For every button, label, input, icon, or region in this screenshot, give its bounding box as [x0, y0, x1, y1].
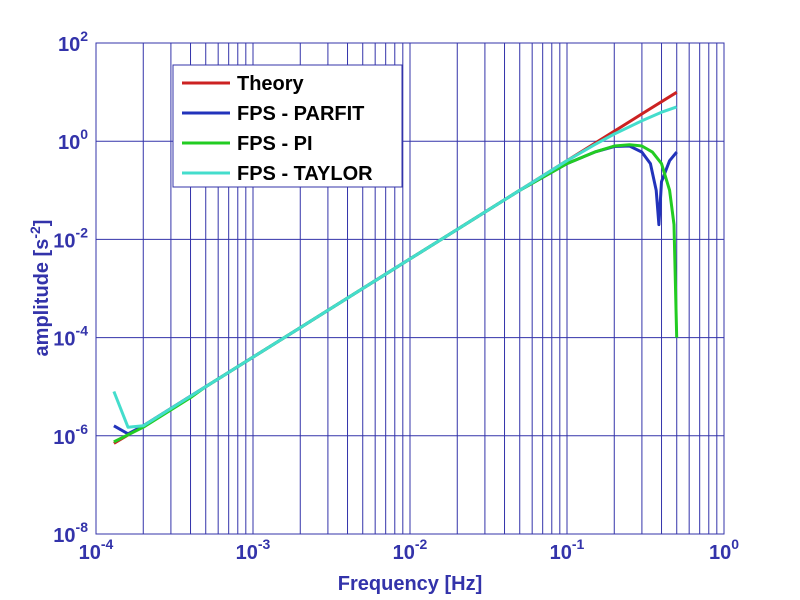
y-tick-exponent: -4: [76, 323, 89, 339]
y-axis-label-exponent: -2: [27, 226, 43, 239]
legend-label: FPS - TAYLOR: [237, 163, 373, 185]
y-tick-label: 10-8: [53, 519, 88, 547]
x-tick-label: 100: [709, 536, 739, 564]
legend-label: Theory: [237, 73, 305, 95]
x-tick-exponent: -3: [258, 536, 271, 552]
x-tick-label: 10-4: [79, 536, 114, 564]
y-axis-label-main: amplitude [s: [31, 239, 53, 357]
x-tick-exponent: -4: [101, 536, 114, 552]
y-axis-label: amplitude [s-2]: [27, 220, 53, 357]
x-tick-base: 10: [236, 542, 258, 564]
y-tick-label: 10-4: [53, 323, 88, 351]
legend-box: [172, 64, 403, 188]
x-tick-exponent: -2: [415, 536, 428, 552]
x-axis-label: Frequency [Hz]: [338, 573, 482, 595]
series-line-4: [112, 105, 678, 429]
y-tick-base: 10: [58, 132, 80, 154]
x-tick-exponent: 0: [731, 536, 739, 552]
x-tick-label: 10-3: [236, 536, 271, 564]
legend: Theory FPS - PARFIT FPS - PI FPS - TAYLOR: [172, 64, 403, 188]
y-tick-exponent: -2: [76, 224, 89, 240]
x-tick-base: 10: [393, 542, 415, 564]
x-tick-base: 10: [709, 542, 731, 564]
y-tick-exponent: -6: [76, 421, 89, 437]
y-tick-base: 10: [53, 329, 75, 351]
y-tick-label: 10-2: [53, 224, 88, 252]
legend-label: FPS - PARFIT: [237, 103, 364, 125]
x-tick-exponent: -1: [572, 536, 585, 552]
y-tick-base: 10: [53, 427, 75, 449]
x-tick-base: 10: [550, 542, 572, 564]
plot-area-frame: [95, 42, 725, 535]
y-axis-label-end: ]: [31, 220, 53, 227]
x-tick-label: 10-1: [550, 536, 585, 564]
x-tick-base: 10: [79, 542, 101, 564]
y-tick-label: 102: [58, 28, 88, 56]
y-tick-base: 10: [53, 525, 75, 547]
y-tick-base: 10: [58, 34, 80, 56]
y-tick-base: 10: [53, 230, 75, 252]
x-tick-label: 10-2: [393, 536, 428, 564]
legend-label: FPS - PI: [237, 133, 313, 155]
series-layer: [112, 91, 679, 445]
y-tick-exponent: 0: [80, 126, 88, 142]
y-tick-exponent: -8: [76, 519, 89, 535]
y-tick-label: 100: [58, 126, 88, 154]
y-tick-label: 10-6: [53, 421, 88, 449]
y-tick-exponent: 2: [80, 28, 88, 44]
x-tick-labels: 10-4 10-3 10-2 10-1 100: [79, 536, 740, 564]
